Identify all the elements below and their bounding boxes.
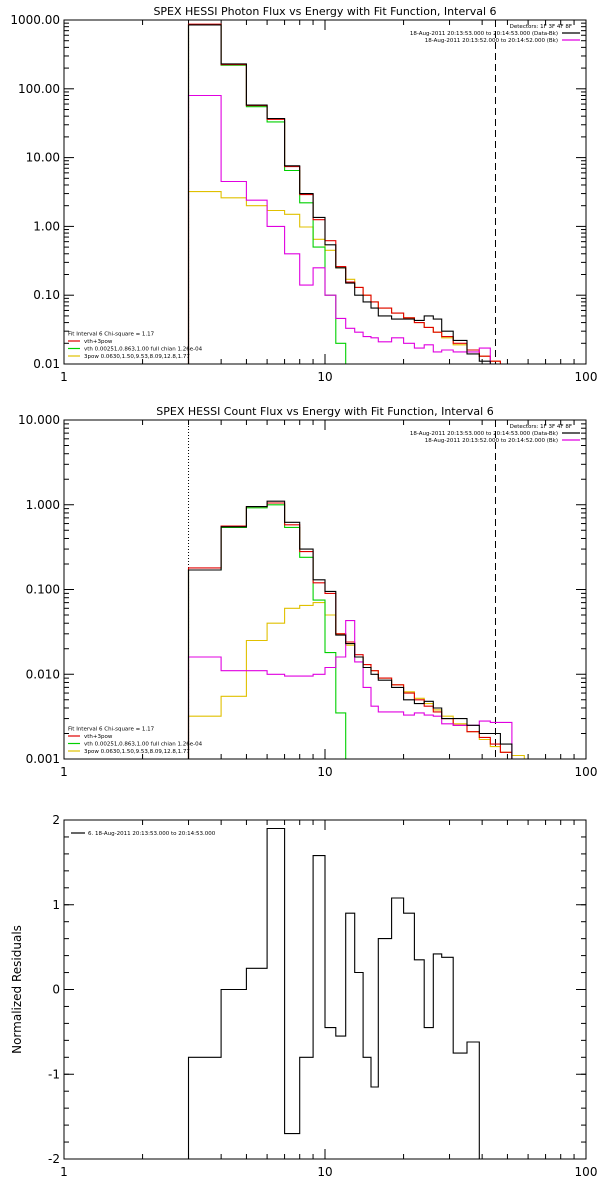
plot-frame	[63, 419, 587, 760]
y-tick-label: 1.00	[33, 219, 60, 233]
legend-entry-label: 3pow 0.0630,1.50,9.53,8.09,12.8,1.77	[84, 749, 190, 755]
y-tick-label: 0.010	[26, 667, 60, 681]
y-ticks: 0.001 0.010 0.100 1.000 10.000	[18, 413, 586, 766]
series-vth-3pow	[187, 23, 512, 364]
legend-entry-label: 3pow 0.0630,1.50,9.53,8.09,12.8,1.77	[84, 354, 190, 360]
series-vth	[187, 23, 512, 364]
series-data-bk	[187, 24, 512, 364]
legend-bottom-left: Fit Interval 6 Chi-square = 1.17vth+3pow…	[68, 332, 203, 360]
legend-title: Detectors: 1F 3F 4F 8F	[510, 24, 572, 30]
y-tick-label: -1	[48, 1067, 60, 1081]
legend-entry-label: vth 0.00251,0.863,1.00 full chian 1.26e-…	[84, 347, 203, 353]
x-ticks: 1 10 100	[60, 20, 597, 384]
legend-entry-label: 18-Aug-2011 20:13:52.000 to 20:14:52.000…	[425, 38, 558, 44]
y-ticks: -2 -1 0 1 2	[48, 813, 586, 1166]
legend-entry-label: 18-Aug-2011 20:13:53.000 to 20:14:53.000…	[410, 431, 558, 437]
series-group	[187, 23, 512, 364]
y-tick-label: 0.100	[26, 583, 60, 597]
y-tick-label: 10.00	[26, 151, 60, 165]
x-tick-label: 1	[60, 370, 68, 384]
x-ticks: 1 10 100	[60, 820, 597, 1179]
y-tick-label: 2	[52, 813, 60, 827]
legend-bottom-left: Fit Interval 6 Chi-square = 1.17vth+3pow…	[68, 727, 203, 755]
legend-entry-label: 18-Aug-2011 20:13:52.000 to 20:14:52.000…	[425, 438, 558, 444]
y-tick-label: -2	[48, 1152, 60, 1166]
x-tick-label: 10	[317, 370, 332, 384]
series-bk	[187, 620, 513, 759]
chart-panel-1: SPEX HESSI Photon Flux vs Energy with Fi…	[10, 5, 597, 384]
x-tick-label: 100	[575, 1165, 598, 1179]
series-group	[187, 827, 501, 1159]
y-axis-label: Normalized Residuals	[10, 925, 24, 1054]
x-tick-label: 1	[60, 765, 68, 779]
y-tick-label: 0.10	[33, 288, 60, 302]
series-3pow	[187, 602, 561, 759]
y-ticks: 0.01 0.10 1.00 10.00 100.00 1000.00	[10, 13, 586, 371]
y-tick-label: 100.00	[18, 82, 60, 96]
chart-panel-3: Normalized Residuals 1 10 100 -2 -1 0 1 2 6. 18-A…	[10, 813, 597, 1179]
legend-title: Fit Interval 6 Chi-square = 1.17	[68, 727, 155, 733]
y-tick-label: 1	[52, 898, 60, 912]
chart-panel-2: SPEX HESSI Count Flux vs Energy with Fit…	[18, 405, 597, 779]
x-tick-label: 100	[575, 370, 598, 384]
y-tick-label: 0.01	[33, 357, 60, 371]
y-tick-label: 1.000	[26, 498, 60, 512]
y-tick-label: 1000.00	[10, 13, 60, 27]
chart-title: SPEX HESSI Count Flux vs Energy with Fit…	[156, 405, 493, 418]
chart-title: SPEX HESSI Photon Flux vs Energy with Fi…	[153, 5, 496, 18]
series-vth-3pow	[187, 502, 513, 759]
x-tick-label: 1	[60, 1165, 68, 1179]
legend-entry-label: vth+3pow	[84, 734, 113, 740]
y-tick-label: 0	[52, 983, 60, 997]
series-vth	[187, 504, 561, 759]
plot-frame	[63, 819, 587, 1160]
series-bk	[187, 94, 512, 364]
legend-top-left: 6. 18-Aug-2011 20:13:53.000 to 20:14:53.…	[71, 831, 216, 837]
legend-entry-label: vth+3pow	[84, 339, 113, 345]
legend-entry-label: vth 0.00251,0.863,1.00 full chian 1.26e-…	[84, 742, 203, 748]
series-group	[187, 500, 561, 759]
x-ticks: 1 10 100	[60, 420, 597, 779]
series-data-bk	[187, 500, 513, 759]
legend-title: Detectors: 1F 3F 4F 8F	[510, 424, 572, 430]
x-tick-label: 100	[575, 765, 598, 779]
plot-frame	[63, 19, 587, 365]
legend-entry-label: 18-Aug-2011 20:13:53.000 to 20:14:53.000…	[410, 31, 558, 37]
x-tick-label: 10	[317, 1165, 332, 1179]
legend-title: Fit Interval 6 Chi-square = 1.17	[68, 332, 155, 338]
y-tick-label: 0.001	[26, 752, 60, 766]
series-residuals	[187, 827, 501, 1159]
legend-entry-label: 6. 18-Aug-2011 20:13:53.000 to 20:14:53.…	[88, 831, 216, 837]
y-tick-label: 10.000	[18, 413, 60, 427]
series-3pow	[187, 191, 512, 364]
x-tick-label: 10	[317, 765, 332, 779]
